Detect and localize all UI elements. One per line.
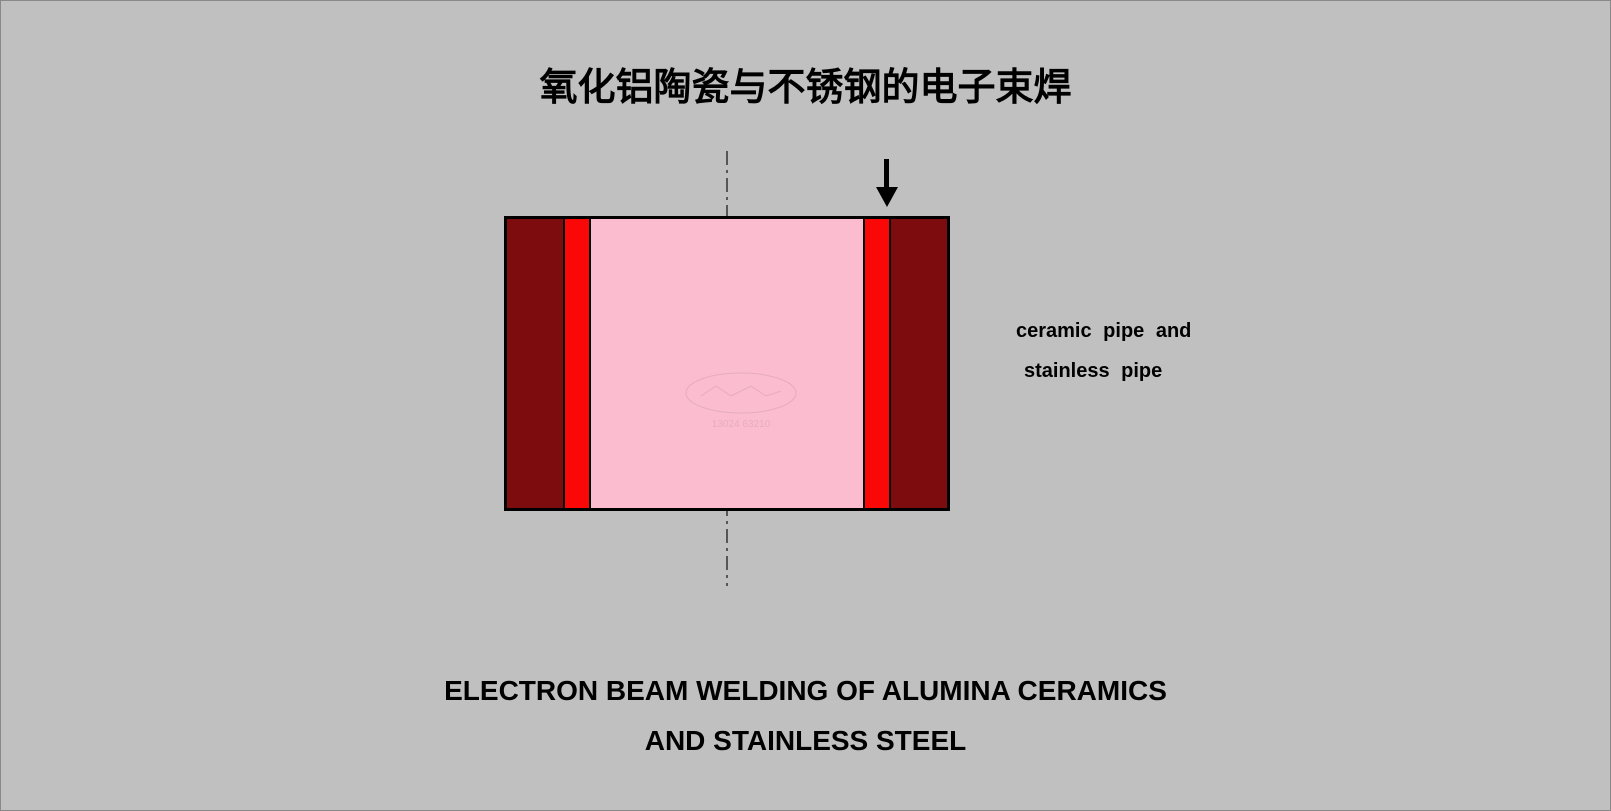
title-english-line1: ELECTRON BEAM WELDING OF ALUMINA CERAMIC… <box>444 666 1167 716</box>
side-label: ceramic pipe and stainless pipe <box>1016 311 1191 391</box>
side-label-line2: stainless pipe <box>1016 351 1191 391</box>
down-arrow-icon <box>872 159 902 207</box>
title-english-line2: AND STAINLESS STEEL <box>444 716 1167 766</box>
pipe-outer-box <box>504 216 950 511</box>
pipe-cross-section-diagram <box>504 216 950 511</box>
title-chinese: 氧化铝陶瓷与不锈钢的电子束焊 <box>539 56 1071 111</box>
dark-band-right <box>891 219 947 508</box>
title-english: ELECTRON BEAM WELDING OF ALUMINA CERAMIC… <box>444 666 1167 767</box>
dark-band-left <box>507 219 563 508</box>
watermark-text: 13024 63210 <box>681 371 801 431</box>
red-band-left <box>563 219 591 508</box>
red-band-right <box>863 219 891 508</box>
side-label-line1: ceramic pipe and <box>1016 311 1191 351</box>
